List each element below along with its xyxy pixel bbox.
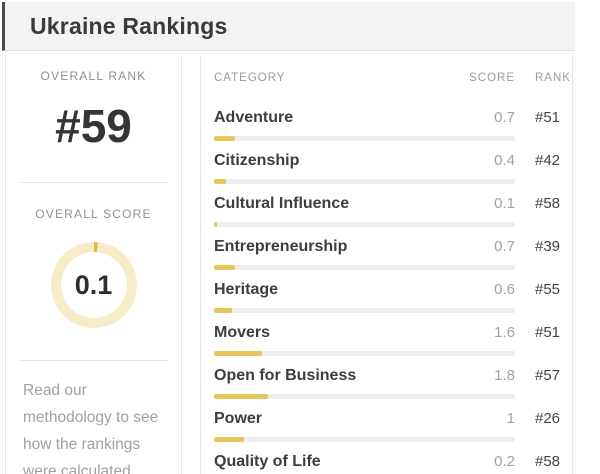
score-bar-track bbox=[214, 437, 515, 442]
score-value: 1 bbox=[506, 410, 515, 427]
overall-score-label: OVERALL SCORE bbox=[35, 207, 152, 221]
overall-rank-value: #59 bbox=[55, 100, 132, 152]
score-value: 0.6 bbox=[494, 281, 515, 298]
sidebar-divider bbox=[19, 360, 168, 361]
score-value: 0.7 bbox=[494, 238, 515, 255]
overall-score-gauge: 0.1 bbox=[50, 242, 137, 328]
rank-value: #51 bbox=[535, 109, 561, 126]
category-rankings-table: CATEGORY SCORE RANK Adventure 0.7 #51 Ci… bbox=[200, 55, 573, 474]
category-label[interactable]: Heritage bbox=[214, 281, 279, 298]
score-bar-fill bbox=[214, 351, 263, 356]
score-bar-track bbox=[214, 179, 515, 184]
rank-value: #57 bbox=[535, 367, 561, 384]
methodology-text: Read our methodology to see how the rank… bbox=[23, 382, 159, 474]
table-row: Entrepreneurship 0.7 #39 bbox=[214, 229, 565, 272]
table-row: Open for Business 1.8 #57 bbox=[214, 358, 565, 401]
score-value: 0.2 bbox=[494, 453, 515, 470]
rank-column-header: RANK bbox=[535, 72, 571, 84]
category-label[interactable]: Entrepreneurship bbox=[214, 238, 348, 255]
overall-score-value: 0.1 bbox=[60, 252, 127, 318]
table-row: Power 1 #26 bbox=[214, 401, 565, 444]
score-bar-track bbox=[214, 222, 515, 227]
score-bar-track bbox=[214, 351, 515, 356]
table-row: Cultural Influence 0.1 #58 bbox=[214, 186, 565, 229]
overall-rank-label: OVERALL RANK bbox=[40, 69, 147, 83]
rank-value: #39 bbox=[535, 238, 561, 255]
rank-value: #51 bbox=[535, 324, 561, 341]
score-bar-fill bbox=[214, 308, 233, 313]
table-header-row: CATEGORY SCORE RANK bbox=[214, 55, 571, 100]
rank-value: #55 bbox=[535, 281, 561, 298]
table-row: Adventure 0.7 #51 bbox=[214, 100, 565, 143]
score-value: 0.1 bbox=[494, 195, 515, 212]
score-bar-fill bbox=[214, 179, 227, 184]
category-label[interactable]: Quality of Life bbox=[214, 453, 321, 470]
category-label[interactable]: Power bbox=[214, 410, 263, 427]
score-column-header: SCORE bbox=[469, 72, 515, 84]
page-title: Ukraine Rankings bbox=[30, 12, 228, 39]
score-value: 0.4 bbox=[494, 152, 515, 169]
category-label[interactable]: Movers bbox=[214, 324, 271, 341]
score-bar-track bbox=[214, 136, 515, 141]
table-body: Adventure 0.7 #51 Citizenship 0.4 #42 Cu… bbox=[214, 100, 565, 474]
category-column-header: CATEGORY bbox=[214, 72, 286, 84]
score-bar-fill bbox=[214, 437, 245, 442]
table-row: Citizenship 0.4 #42 bbox=[214, 143, 565, 186]
category-label[interactable]: Adventure bbox=[214, 109, 294, 126]
category-label[interactable]: Citizenship bbox=[214, 152, 300, 169]
score-bar-fill bbox=[214, 222, 217, 227]
rank-value: #42 bbox=[535, 152, 561, 169]
rank-value: #58 bbox=[535, 195, 561, 212]
score-bar-track bbox=[214, 265, 515, 270]
table-row: Movers 1.6 #51 bbox=[214, 315, 565, 358]
overall-summary-panel: OVERALL RANK #59 OVERALL SCORE 0.1 Read … bbox=[5, 55, 182, 474]
category-label[interactable]: Open for Business bbox=[214, 367, 357, 384]
table-row: Heritage 0.6 #55 bbox=[214, 272, 565, 315]
page-header: Ukraine Rankings bbox=[2, 2, 575, 51]
rank-value: #26 bbox=[535, 410, 561, 427]
score-value: 0.7 bbox=[494, 109, 515, 126]
score-bar-track bbox=[214, 308, 515, 313]
score-value: 1.6 bbox=[494, 324, 515, 341]
score-bar-fill bbox=[214, 394, 269, 399]
score-bar-fill bbox=[214, 136, 236, 141]
score-bar-fill bbox=[214, 265, 236, 270]
rank-value: #58 bbox=[535, 453, 561, 470]
score-bar-track bbox=[214, 394, 515, 399]
sidebar-divider bbox=[19, 182, 168, 183]
score-value: 1.8 bbox=[494, 367, 515, 384]
table-row: Quality of Life 0.2 #58 bbox=[214, 444, 565, 474]
category-label[interactable]: Cultural Influence bbox=[214, 195, 350, 212]
